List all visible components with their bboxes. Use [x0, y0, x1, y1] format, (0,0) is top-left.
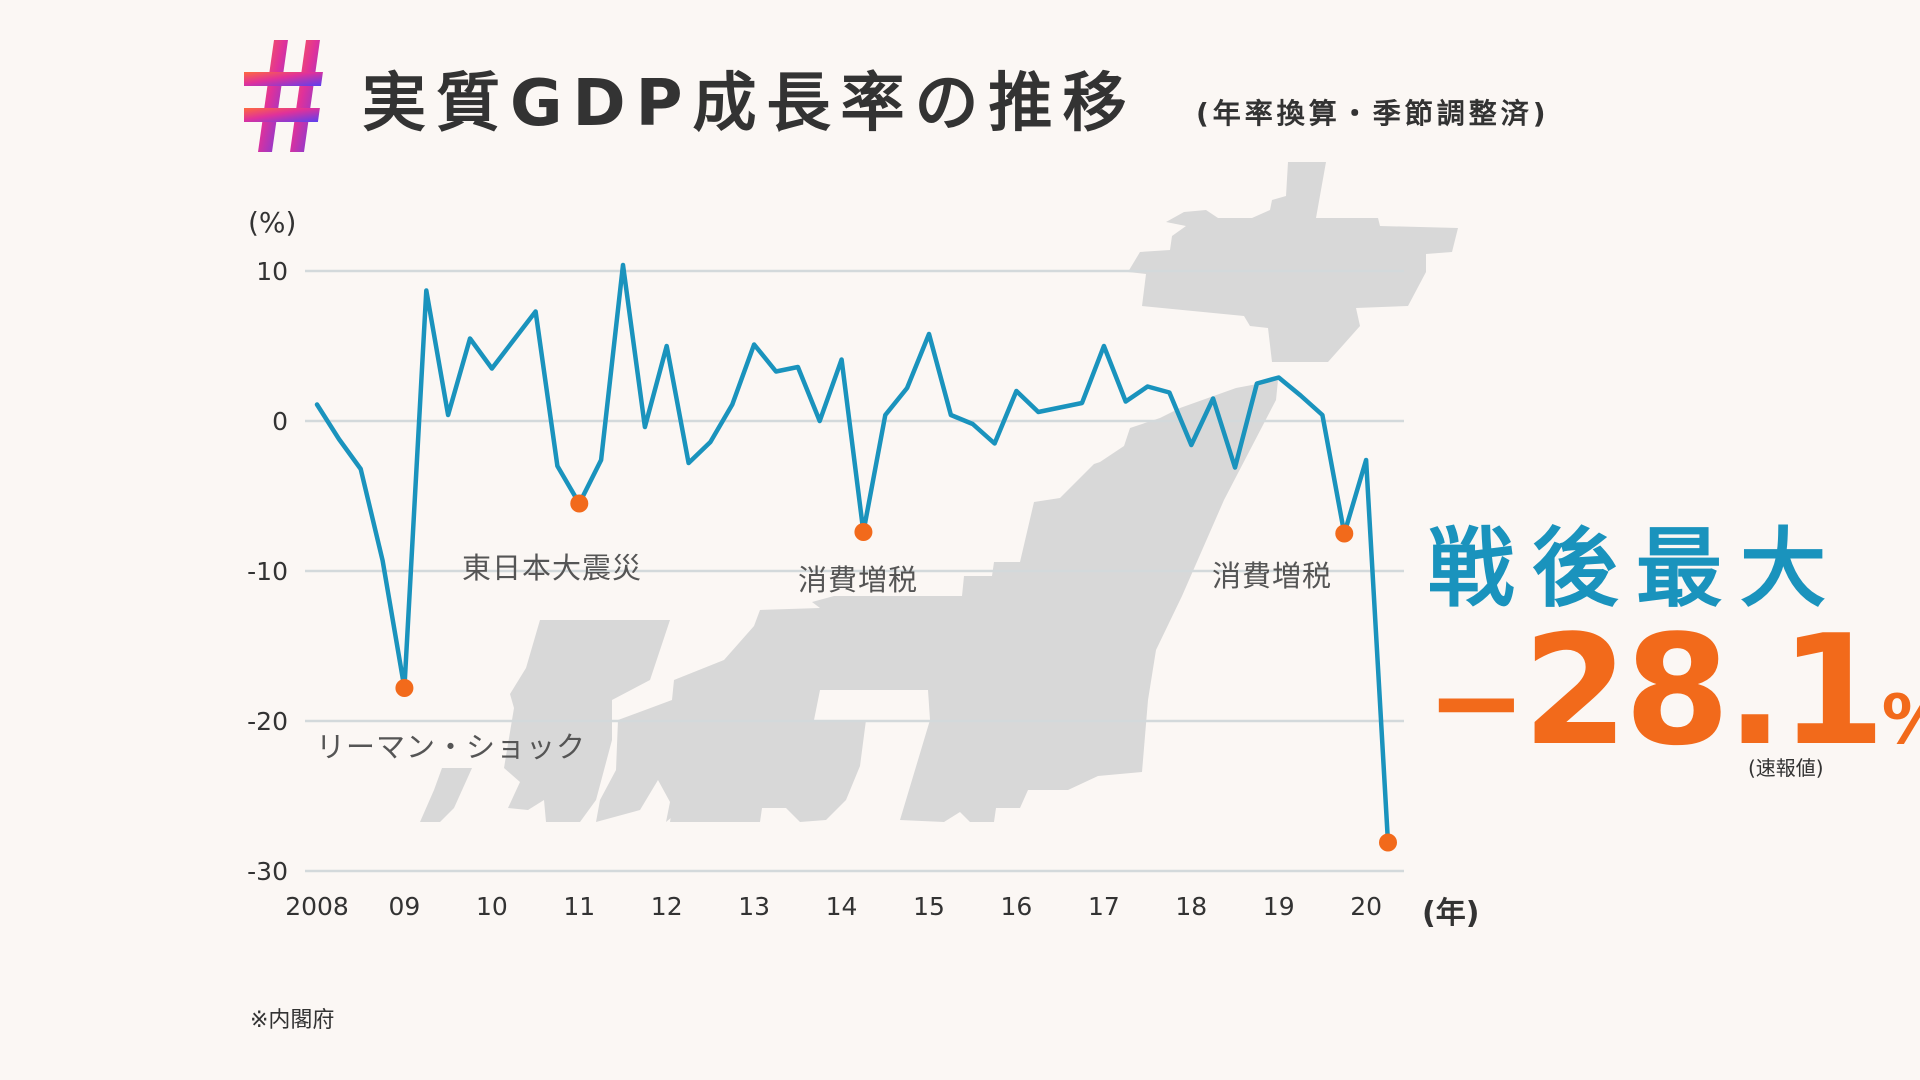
x-tick-label: 09 — [389, 892, 421, 921]
y-tick-label: -20 — [247, 707, 288, 736]
x-tick-label: 2008 — [285, 892, 349, 921]
chart-title: 実質GDP成長率の推移 — [362, 67, 1137, 141]
highlight-marker — [1379, 833, 1397, 852]
y-tick-label: 10 — [256, 257, 288, 286]
annotation-earthquake: 東日本大震災 — [462, 551, 642, 585]
callout-headline: 戦後最大 — [1428, 519, 1844, 619]
hashtag-icon — [244, 40, 323, 152]
highlight-marker — [395, 679, 414, 697]
annotation-lehman: リーマン・ショック — [316, 730, 586, 764]
x-tick-label: 18 — [1175, 892, 1207, 921]
x-tick-label: 16 — [1001, 892, 1033, 921]
callout-note: (速報値) — [1748, 756, 1824, 780]
y-axis-ticks: 10 0 -10 -20 -30 — [247, 257, 288, 886]
x-tick-label: 14 — [826, 892, 858, 921]
y-tick-label: -30 — [247, 857, 288, 886]
x-tick-label: 17 — [1088, 892, 1120, 921]
callout-value: −28.1% — [1426, 615, 1920, 767]
callout-unit: % — [1882, 681, 1920, 760]
y-axis-unit-label: (%) — [248, 206, 297, 239]
chart-subtitle: (年率換算・季節調整済) — [1196, 97, 1550, 130]
x-tick-label: 13 — [738, 892, 770, 921]
highlight-marker — [854, 523, 873, 541]
highlight-marker — [1335, 524, 1354, 543]
x-axis-unit-label: (年) — [1422, 896, 1480, 931]
series-layer — [314, 262, 1391, 845]
x-tick-label: 20 — [1350, 892, 1382, 921]
highlight-marker — [570, 494, 589, 513]
y-tick-label: 0 — [272, 407, 288, 436]
x-axis-ticks: 2008 09 10 11 12 13 14 15 16 17 18 19 20 — [285, 892, 1382, 921]
x-tick-label: 12 — [651, 892, 683, 921]
source-note: ※内閣府 — [250, 1008, 335, 1033]
x-tick-label: 11 — [563, 892, 595, 921]
annotation-tax-hike-2014: 消費増税 — [798, 563, 918, 597]
x-tick-label: 10 — [476, 892, 508, 921]
series-line — [314, 262, 1391, 845]
annotation-tax-hike-2019: 消費増税 — [1212, 559, 1332, 593]
x-tick-label: 19 — [1263, 892, 1295, 921]
callout-sign: − — [1426, 633, 1527, 772]
japan-map-silhouette — [420, 162, 1458, 822]
y-tick-label: -10 — [247, 557, 288, 586]
x-tick-label: 15 — [913, 892, 945, 921]
callout-number: 28.1 — [1522, 602, 1886, 779]
highlight-markers — [395, 494, 1397, 852]
